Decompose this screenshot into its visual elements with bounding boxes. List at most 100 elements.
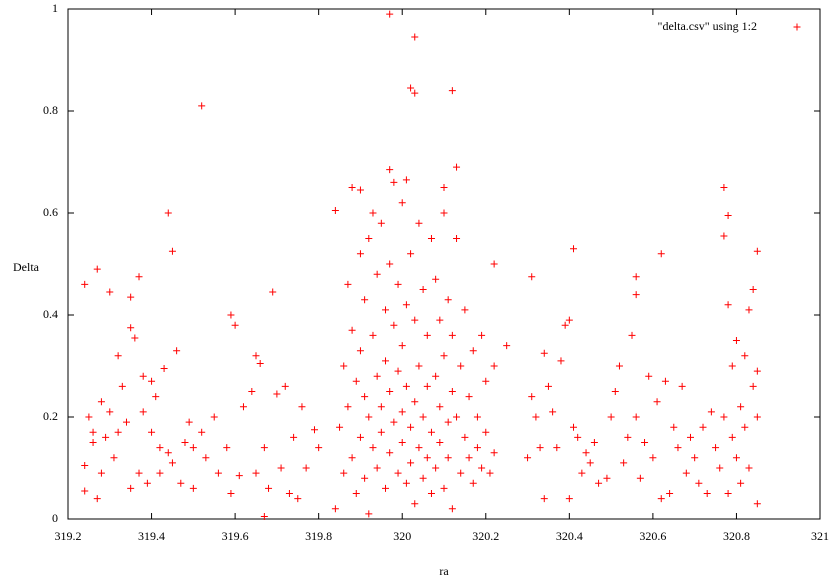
point	[89, 428, 97, 436]
point	[382, 306, 390, 314]
point	[469, 347, 477, 355]
point	[202, 454, 210, 462]
point	[653, 398, 661, 406]
point	[469, 479, 477, 487]
point	[135, 469, 143, 477]
y-tick-label: 0.2	[43, 409, 58, 423]
point	[285, 490, 293, 497]
point	[231, 321, 239, 329]
point	[440, 484, 448, 492]
point	[348, 454, 356, 462]
point	[724, 212, 732, 220]
point	[114, 428, 122, 436]
x-tick-label: 320.8	[723, 529, 750, 543]
point	[461, 433, 469, 441]
point	[386, 388, 394, 395]
point	[281, 382, 289, 390]
point	[110, 454, 118, 462]
point	[749, 382, 757, 390]
point	[636, 474, 644, 482]
y-tick-label: 0.8	[43, 103, 58, 117]
point	[423, 454, 431, 462]
point	[348, 326, 356, 334]
point	[486, 469, 494, 477]
point	[81, 461, 89, 469]
point	[290, 433, 298, 441]
point	[223, 444, 231, 452]
point	[432, 275, 440, 283]
point	[586, 459, 594, 467]
point	[432, 372, 440, 380]
point	[390, 178, 398, 186]
point	[453, 235, 461, 242]
point	[632, 291, 640, 299]
point	[340, 362, 348, 370]
point	[565, 495, 573, 503]
point	[106, 408, 114, 416]
point	[411, 316, 419, 324]
point	[682, 469, 690, 477]
point	[331, 206, 339, 214]
point	[365, 235, 373, 242]
point	[85, 413, 93, 421]
point	[164, 209, 172, 217]
y-tick-label: 0.6	[43, 205, 58, 219]
point	[678, 382, 686, 390]
x-tick-label: 320	[393, 529, 411, 543]
point	[273, 390, 281, 398]
point	[641, 439, 649, 446]
point	[737, 403, 745, 411]
point	[570, 423, 578, 431]
point	[444, 418, 452, 426]
point	[407, 423, 415, 431]
x-tick-label: 320.2	[472, 529, 499, 543]
x-tick-label: 321	[811, 529, 829, 543]
point	[210, 413, 218, 421]
point	[411, 500, 419, 508]
point	[607, 413, 615, 421]
point	[356, 250, 364, 258]
point	[574, 433, 582, 441]
point	[590, 439, 598, 446]
point	[465, 454, 473, 462]
point	[699, 423, 707, 431]
point	[97, 469, 105, 477]
point	[712, 444, 720, 452]
point	[532, 413, 540, 421]
point	[365, 413, 373, 421]
point	[352, 377, 360, 385]
point	[168, 459, 176, 467]
point	[670, 423, 678, 431]
point	[198, 102, 206, 110]
point	[340, 469, 348, 477]
point	[156, 469, 164, 477]
point	[260, 444, 268, 452]
point	[390, 321, 398, 329]
point	[139, 408, 147, 416]
point	[310, 426, 318, 434]
point	[565, 316, 573, 324]
point	[720, 413, 728, 421]
point	[628, 331, 636, 339]
point	[540, 495, 548, 503]
point	[181, 439, 189, 446]
x-tick-label: 319.6	[222, 529, 249, 543]
point	[377, 219, 385, 227]
point	[369, 444, 377, 452]
point	[436, 439, 444, 446]
point	[377, 428, 385, 436]
point	[478, 464, 486, 472]
point	[315, 444, 323, 452]
point	[298, 403, 306, 411]
x-tick-label: 320.6	[639, 529, 666, 543]
point	[131, 334, 139, 342]
point	[407, 250, 415, 258]
point	[415, 362, 423, 370]
point	[373, 270, 381, 278]
point	[361, 393, 369, 401]
point	[415, 444, 423, 452]
point	[402, 176, 410, 184]
point	[411, 33, 419, 41]
point	[214, 469, 222, 477]
point	[106, 288, 114, 296]
